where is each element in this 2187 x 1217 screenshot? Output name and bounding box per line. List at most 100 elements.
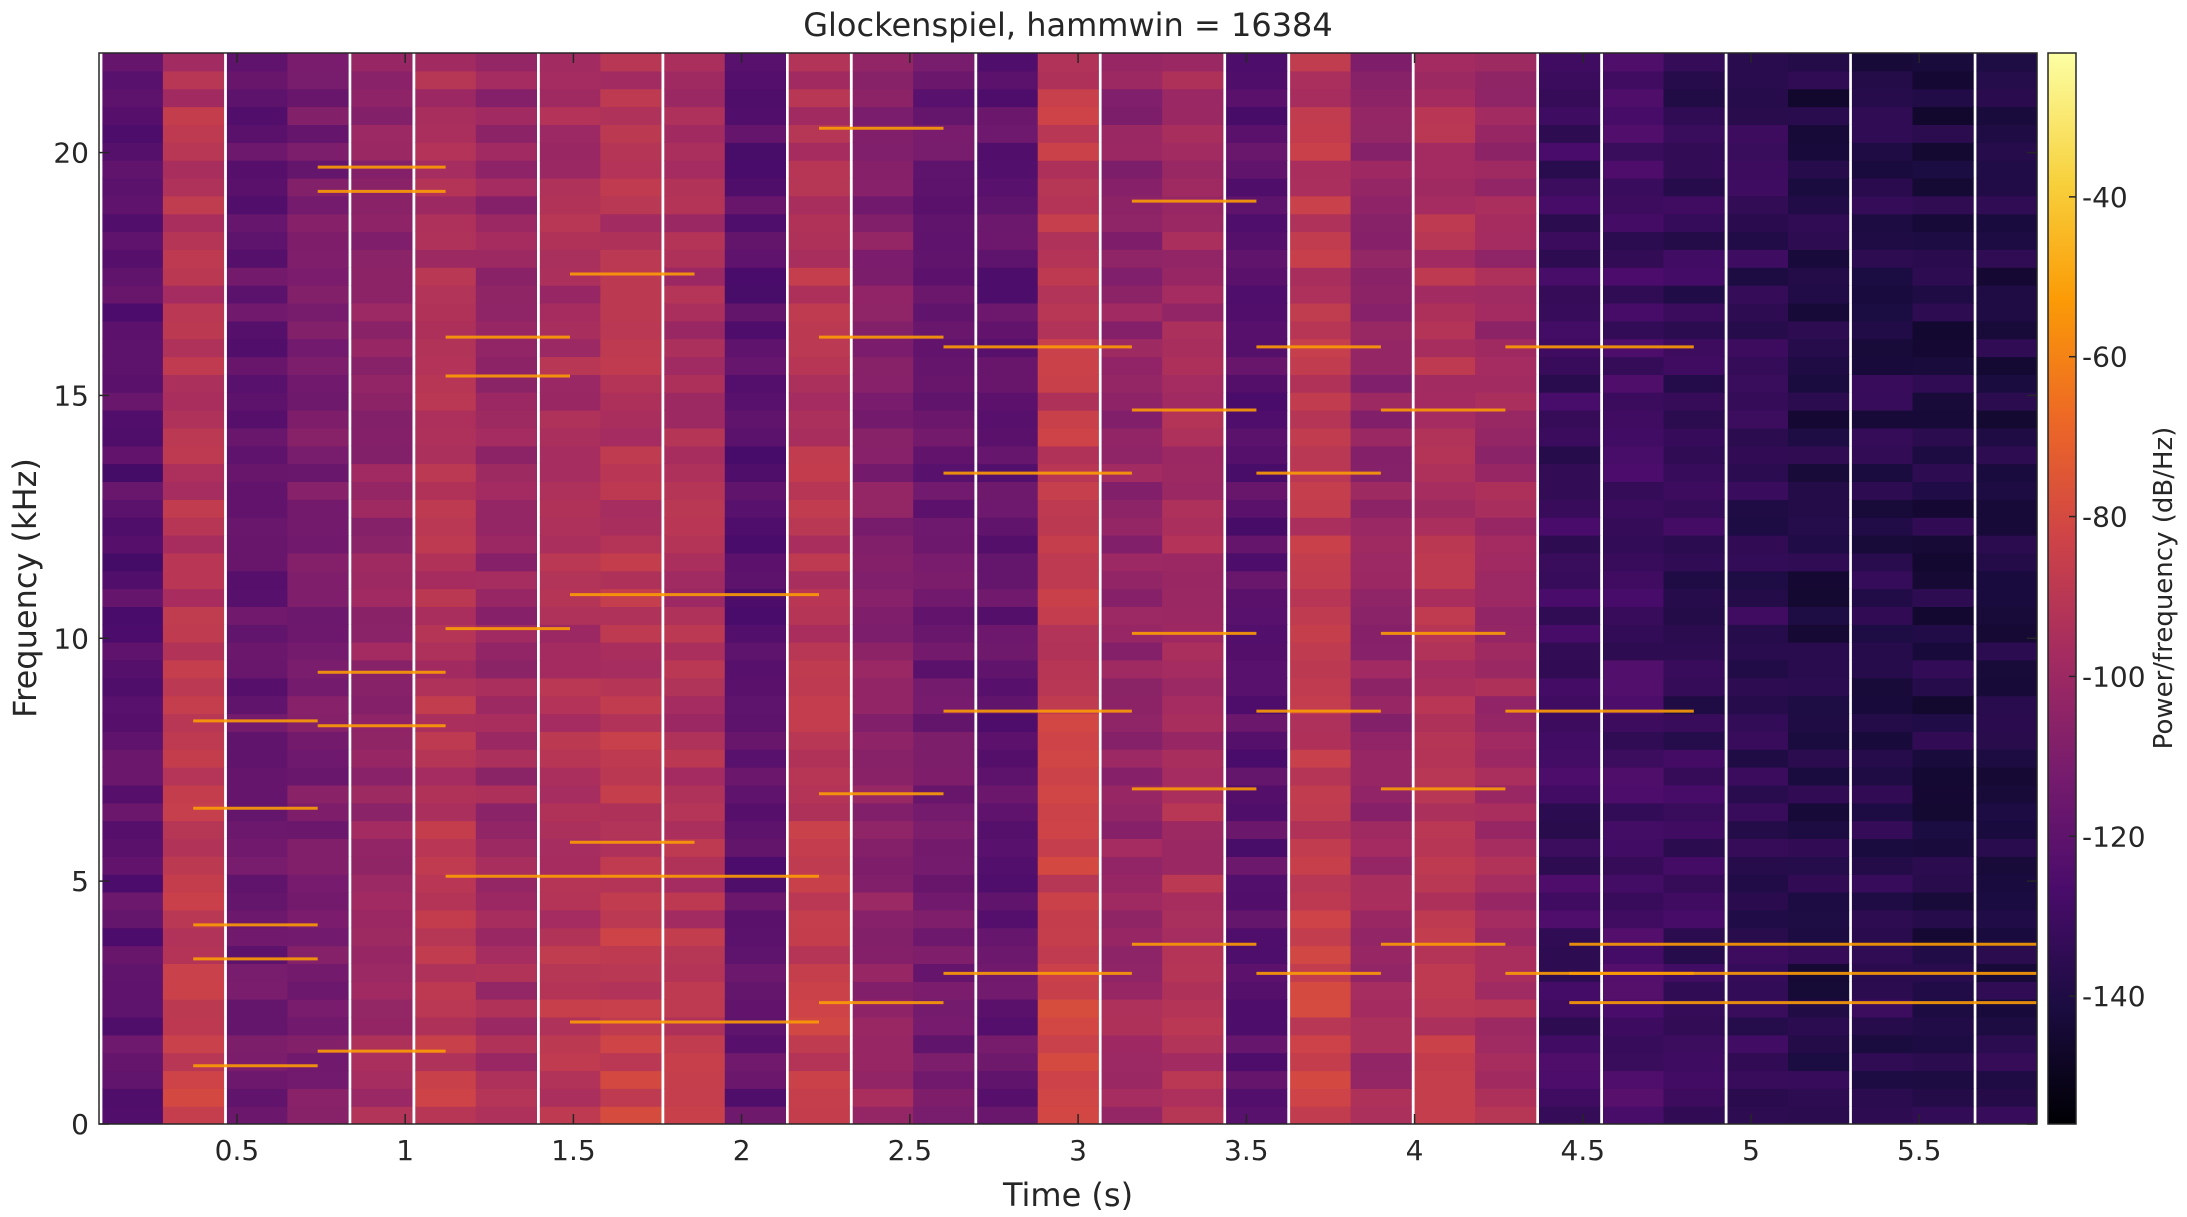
spectrogram-cell: [852, 695, 914, 715]
spectrogram-cell: [475, 160, 537, 179]
spectrogram-cell: [1976, 606, 2037, 625]
spectrogram-cell: [415, 552, 477, 572]
spectrogram-cell: [475, 802, 537, 822]
spectrogram-cell: [415, 285, 477, 304]
spectrogram-cell: [226, 749, 289, 768]
spectrogram-cell: [1912, 195, 1974, 215]
spectrogram-cell: [1976, 142, 2037, 161]
spectrogram-cell: [1350, 874, 1412, 893]
spectrogram-cell: [1414, 285, 1476, 304]
x-tick-label: 5: [1742, 1134, 1760, 1167]
spectrogram-cell: [1226, 802, 1288, 822]
spectrogram-cell: [1414, 642, 1476, 661]
spectrogram-cell: [1350, 1034, 1412, 1054]
spectrogram-cell: [1414, 570, 1476, 590]
spectrogram-cell: [1727, 463, 1789, 482]
spectrogram-cell: [1727, 535, 1789, 554]
spectrogram-cell: [724, 1052, 786, 1072]
spectrogram-cell: [1037, 195, 1099, 215]
spectrogram-cell: [1663, 1106, 1725, 1124]
spectrogram-cell: [226, 535, 289, 554]
spectrogram-cell: [287, 874, 349, 893]
spectrogram-cell: [1976, 784, 2037, 804]
spectrogram-cell: [287, 695, 349, 715]
spectrogram-cell: [1350, 517, 1412, 536]
spectrogram-cell: [1603, 177, 1665, 197]
spectrogram-cell: [475, 213, 537, 233]
spectrogram-cell: [664, 320, 726, 340]
spectrogram-cell: [102, 535, 164, 554]
spectrogram-cell: [1788, 53, 1850, 72]
spectrogram-cell: [913, 517, 975, 536]
spectrogram-cell: [1162, 70, 1224, 90]
spectrogram-cell: [475, 1088, 537, 1107]
spectrogram-cell: [1912, 642, 1974, 661]
spectrogram-column: [1663, 53, 1725, 1124]
spectrogram-cell: [1475, 481, 1537, 500]
spectrogram-cell: [788, 838, 850, 857]
spectrogram-cell: [1727, 356, 1789, 375]
spectrogram-cell: [1603, 160, 1665, 179]
spectrogram-cell: [913, 481, 975, 500]
spectrogram-cell: [1037, 820, 1099, 839]
spectrogram-cell: [1475, 374, 1537, 393]
spectrogram-cell: [539, 445, 601, 465]
spectrogram-cell: [475, 53, 537, 72]
spectrogram-cell: [415, 53, 477, 72]
spectrogram-cell: [724, 160, 786, 179]
spectrogram-cell: [724, 338, 786, 358]
spectrogram-cell: [977, 1034, 1039, 1054]
spectrogram-cell: [1226, 302, 1288, 322]
spectrogram-cell: [852, 856, 914, 875]
spectrogram-cell: [1475, 767, 1537, 786]
spectrogram-cell: [475, 499, 537, 518]
spectrogram-cell: [1727, 695, 1789, 715]
spectrogram-cell: [539, 749, 601, 768]
spectrogram-cell: [788, 177, 850, 197]
spectrogram-cell: [1976, 891, 2037, 911]
spectrogram-cell: [1037, 749, 1099, 768]
spectrogram-cell: [1290, 70, 1352, 90]
spectrogram-cell: [1414, 820, 1476, 839]
spectrogram-cell: [1162, 517, 1224, 536]
spectrogram-cell: [1603, 552, 1665, 572]
spectrogram-cell: [1851, 445, 1914, 465]
spectrogram-cell: [162, 1088, 225, 1107]
spectrogram-cell: [1475, 945, 1537, 964]
spectrogram-cell: [1976, 695, 2037, 715]
spectrogram-cell: [724, 624, 786, 643]
spectrogram-cell: [1037, 856, 1099, 875]
spectrogram-cell: [852, 70, 914, 90]
spectrogram-cell: [162, 1016, 225, 1036]
spectrogram-cell: [600, 963, 662, 982]
spectrogram-cell: [226, 856, 289, 875]
spectrogram-cell: [226, 1034, 289, 1054]
spectrogram-cell: [287, 213, 349, 233]
spectrogram-cell: [539, 285, 601, 304]
spectrogram-cell: [351, 1070, 413, 1089]
spectrogram-cell: [664, 659, 726, 679]
spectrogram-cell: [287, 713, 349, 732]
spectrogram-cell: [475, 517, 537, 536]
spectrogram-cell: [1101, 999, 1163, 1018]
spectrogram-cell: [1350, 142, 1412, 161]
spectrogram-cell: [1727, 249, 1789, 268]
spectrogram-cell: [539, 677, 601, 697]
spectrogram-cell: [724, 213, 786, 233]
spectrogram-cell: [1350, 927, 1412, 947]
spectrogram-cell: [1414, 927, 1476, 947]
spectrogram-cell: [1788, 909, 1850, 929]
spectrogram-cell: [600, 731, 662, 750]
spectrogram-cell: [226, 445, 289, 465]
spectrogram-cell: [475, 1106, 537, 1124]
colorbar-ticks: -40-60-80-100-120-140: [2069, 181, 2146, 1013]
spectrogram-cell: [1788, 945, 1850, 964]
spectrogram-cell: [1976, 160, 2037, 179]
spectrogram-cell: [977, 1052, 1039, 1072]
spectrogram-cell: [351, 749, 413, 768]
spectrogram-cell: [287, 1016, 349, 1036]
spectrogram-cell: [1290, 945, 1352, 964]
spectrogram-cell: [1475, 677, 1537, 697]
spectrogram-cell: [162, 784, 225, 804]
spectrogram-cell: [1851, 249, 1914, 268]
